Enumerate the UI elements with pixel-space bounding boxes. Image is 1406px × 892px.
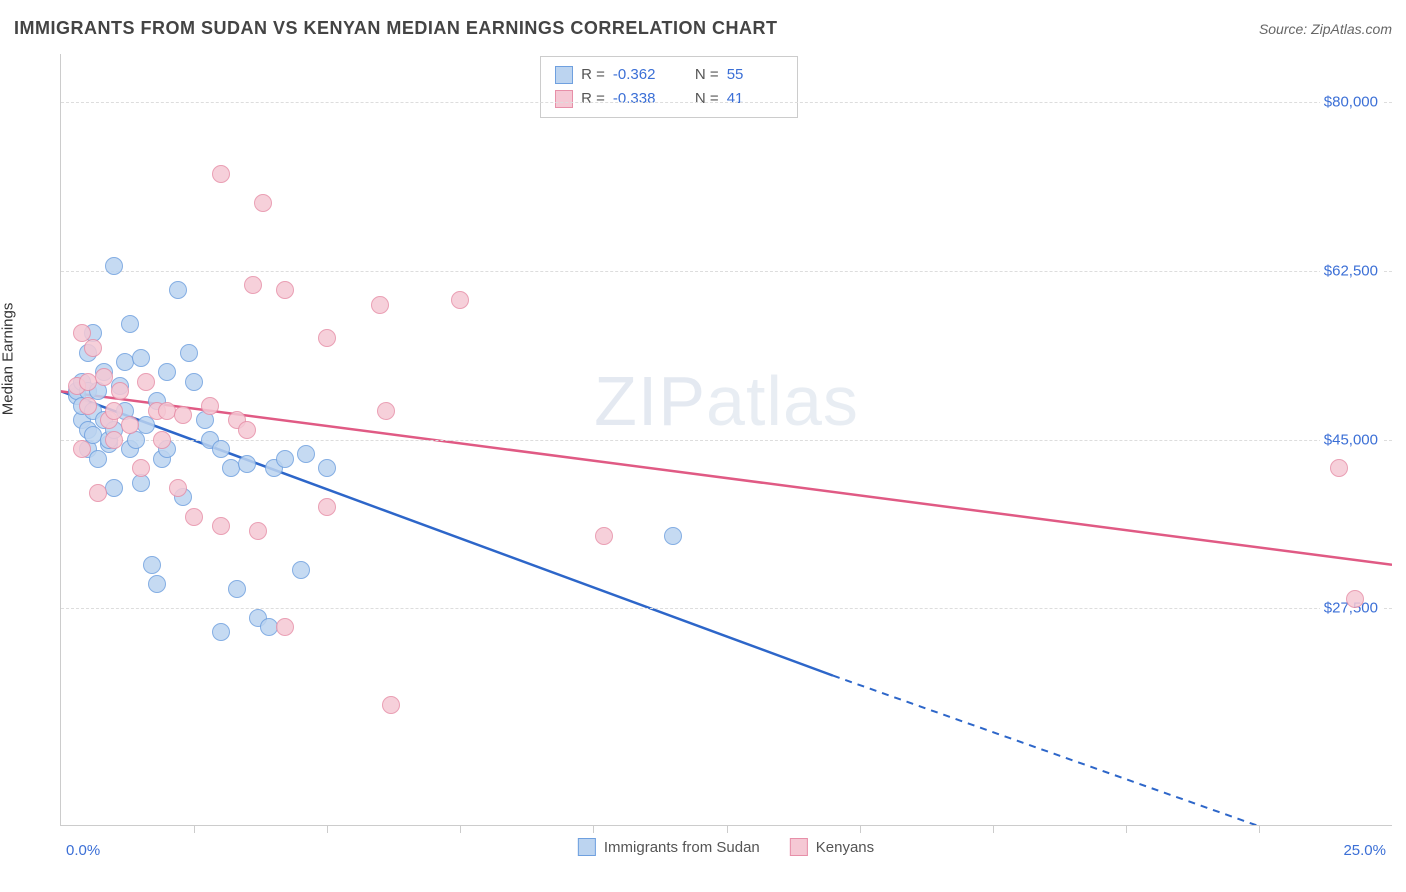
n-value: 55: [727, 63, 783, 87]
n-label: N =: [695, 87, 719, 111]
grid-line: [61, 102, 1392, 103]
data-point: [244, 276, 262, 294]
data-point: [121, 416, 139, 434]
data-point: [212, 165, 230, 183]
legend-swatch-sudan: [578, 838, 596, 856]
data-point: [212, 623, 230, 641]
grid-line: [61, 271, 1392, 272]
data-point: [276, 450, 294, 468]
data-point: [1346, 590, 1364, 608]
bottom-legend: 0.0% Immigrants from Sudan Kenyans 25.0%: [60, 832, 1392, 872]
data-point: [153, 431, 171, 449]
y-axis-label: Median Earnings: [0, 303, 17, 416]
chart-header: IMMIGRANTS FROM SUDAN VS KENYAN MEDIAN E…: [14, 18, 1392, 39]
data-point: [174, 406, 192, 424]
data-point: [158, 363, 176, 381]
data-point: [451, 291, 469, 309]
data-point: [254, 194, 272, 212]
data-point: [276, 618, 294, 636]
data-point: [143, 556, 161, 574]
data-point: [371, 296, 389, 314]
data-point: [121, 315, 139, 333]
watermark-bold: ZIP: [594, 362, 706, 440]
data-point: [212, 517, 230, 535]
data-point: [105, 479, 123, 497]
watermark-thin: atlas: [706, 362, 859, 440]
data-point: [382, 696, 400, 714]
data-point: [318, 498, 336, 516]
data-point: [73, 440, 91, 458]
legend-item-sudan: Immigrants from Sudan: [578, 838, 760, 856]
stat-row-kenyans: R = -0.338 N = 41: [555, 87, 783, 111]
data-point: [89, 484, 107, 502]
swatch-sudan: [555, 66, 573, 84]
n-label: N =: [695, 63, 719, 87]
data-point: [297, 445, 315, 463]
data-point: [318, 329, 336, 347]
swatch-kenyans: [555, 90, 573, 108]
x-max-label: 25.0%: [1343, 842, 1386, 859]
y-tick-label: $45,000: [1320, 431, 1382, 448]
r-value: -0.362: [613, 63, 669, 87]
data-point: [111, 382, 129, 400]
data-point: [276, 281, 294, 299]
data-point: [212, 440, 230, 458]
data-point: [228, 580, 246, 598]
data-point: [201, 397, 219, 415]
legend-label-sudan: Immigrants from Sudan: [604, 839, 760, 856]
data-point: [292, 561, 310, 579]
data-point: [95, 368, 113, 386]
data-point: [595, 527, 613, 545]
y-tick-label: $80,000: [1320, 94, 1382, 111]
chart-area: Median Earnings ZIPatlas R = -0.362 N = …: [14, 54, 1392, 872]
data-point: [105, 257, 123, 275]
legend-item-kenyans: Kenyans: [790, 838, 874, 856]
stat-row-sudan: R = -0.362 N = 55: [555, 63, 783, 87]
data-point: [185, 508, 203, 526]
data-point: [249, 522, 267, 540]
data-point: [148, 575, 166, 593]
legend-label-kenyans: Kenyans: [816, 839, 874, 856]
data-point: [180, 344, 198, 362]
data-point: [79, 397, 97, 415]
data-point: [84, 339, 102, 357]
data-point: [105, 431, 123, 449]
chart-title: IMMIGRANTS FROM SUDAN VS KENYAN MEDIAN E…: [14, 18, 778, 39]
r-value: -0.338: [613, 87, 669, 111]
correlation-stats-box: R = -0.362 N = 55 R = -0.338 N = 41: [540, 56, 798, 118]
y-tick-label: $62,500: [1320, 262, 1382, 279]
data-point: [318, 459, 336, 477]
grid-line: [61, 440, 1392, 441]
data-point: [132, 459, 150, 477]
plot-region: ZIPatlas R = -0.362 N = 55 R = -0.338 N …: [60, 54, 1392, 826]
data-point: [169, 281, 187, 299]
data-point: [105, 402, 123, 420]
data-point: [169, 479, 187, 497]
data-point: [1330, 459, 1348, 477]
data-point: [664, 527, 682, 545]
series-legend: Immigrants from Sudan Kenyans: [578, 838, 874, 856]
r-label: R =: [581, 87, 605, 111]
data-point: [377, 402, 395, 420]
data-point: [185, 373, 203, 391]
r-label: R =: [581, 63, 605, 87]
data-point: [137, 373, 155, 391]
data-point: [238, 455, 256, 473]
data-point: [238, 421, 256, 439]
x-min-label: 0.0%: [66, 842, 100, 859]
n-value: 41: [727, 87, 783, 111]
legend-swatch-kenyans: [790, 838, 808, 856]
watermark: ZIPatlas: [594, 361, 859, 441]
chart-source: Source: ZipAtlas.com: [1259, 21, 1392, 37]
data-point: [132, 349, 150, 367]
